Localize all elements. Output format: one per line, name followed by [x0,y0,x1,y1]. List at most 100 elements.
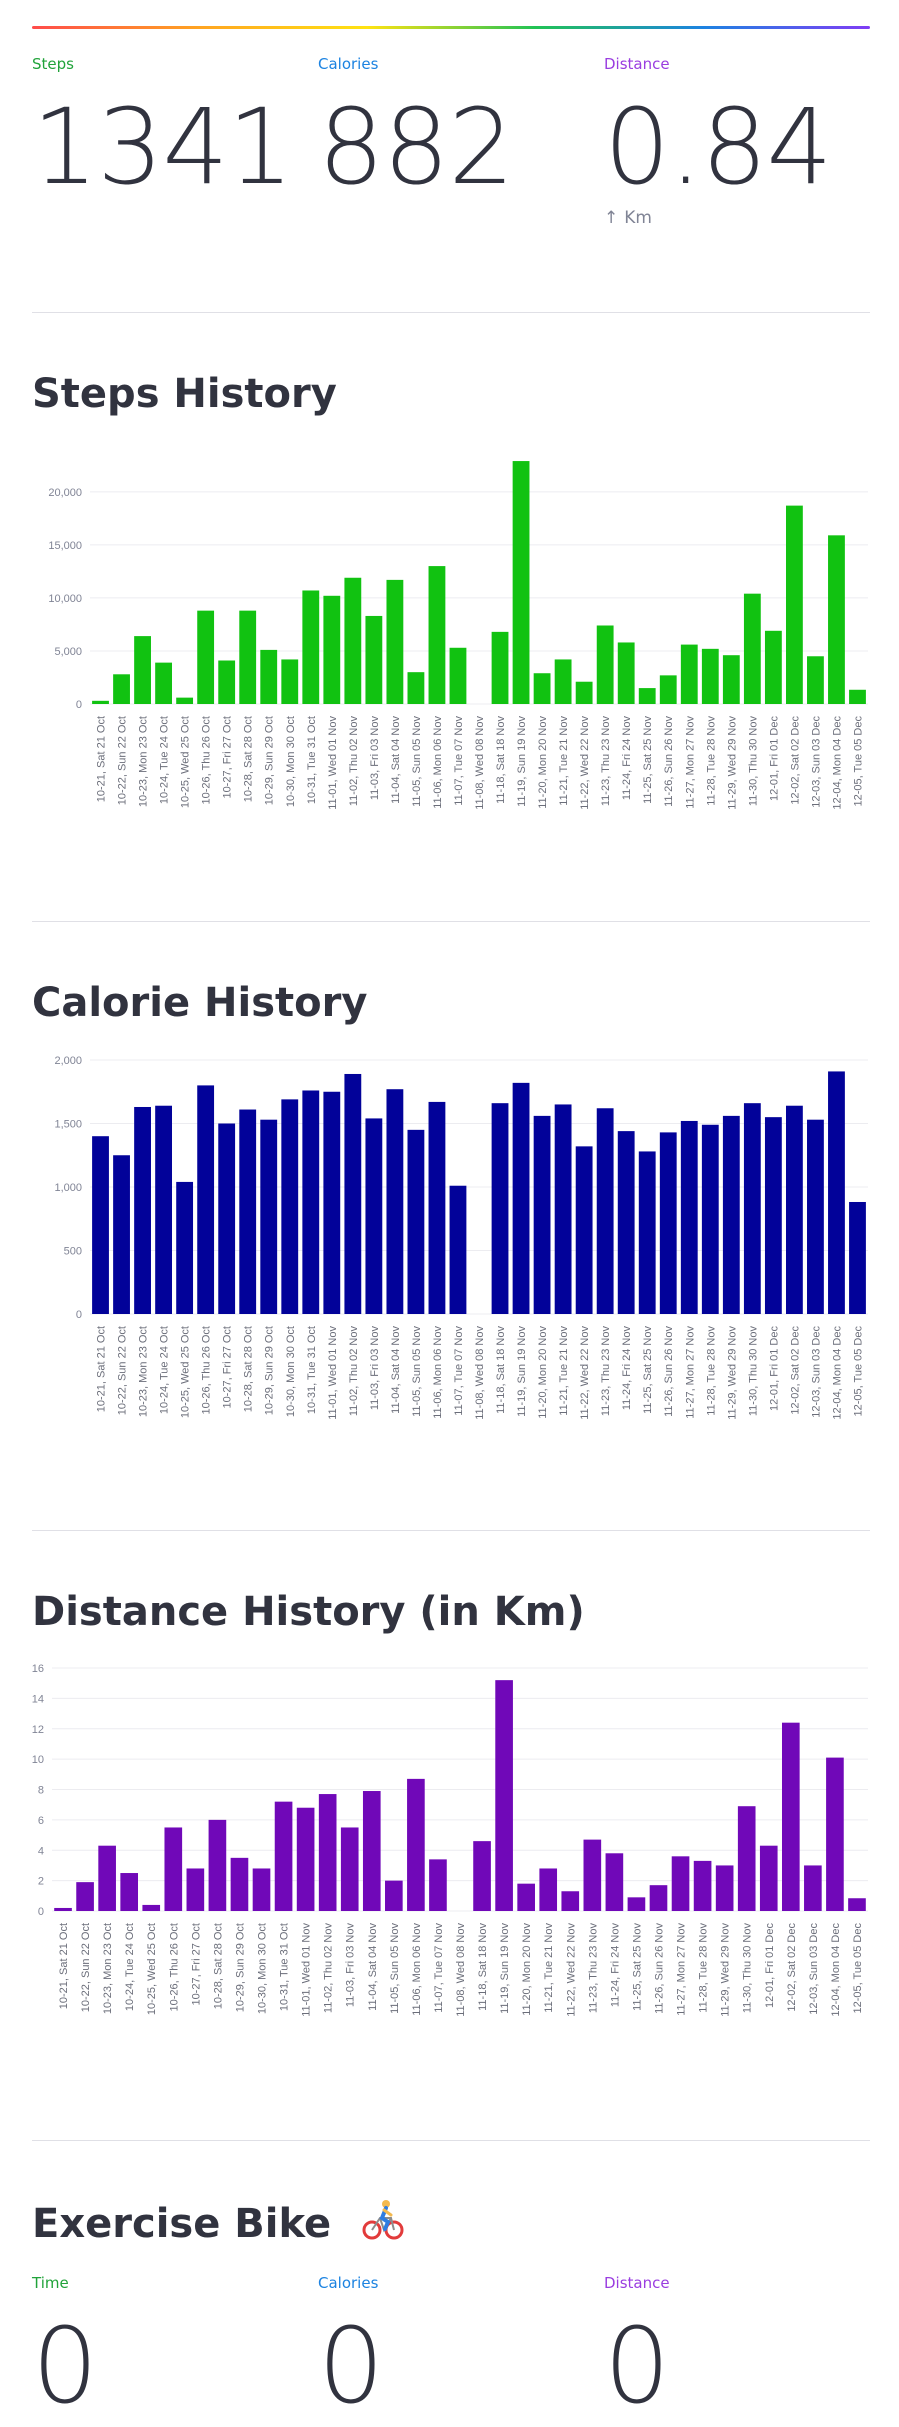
distance-bar[interactable] [848,1898,866,1911]
calorie-bar[interactable] [659,1132,677,1314]
distance-bar[interactable] [781,1722,800,1911]
steps-bar[interactable] [659,675,677,704]
calorie-bar[interactable] [807,1119,824,1314]
calorie-bar[interactable] [491,1103,509,1314]
calorie-bar[interactable] [365,1118,383,1314]
distance-bar[interactable] [737,1806,756,1911]
calorie-bar[interactable] [302,1090,320,1314]
distance-bar[interactable] [142,1904,161,1911]
steps-bar[interactable] [218,660,236,704]
calorie-bar[interactable] [743,1103,761,1314]
steps-bar[interactable] [849,689,866,704]
steps-bar[interactable] [302,590,320,704]
steps-bar[interactable] [680,644,698,704]
distance-bar[interactable] [804,1865,822,1911]
distance-bar[interactable] [759,1845,778,1911]
steps-bar[interactable] [92,700,109,704]
distance-bar[interactable] [385,1880,403,1911]
calorie-bar[interactable] [176,1181,194,1314]
distance-bar[interactable] [76,1882,94,1911]
steps-bar[interactable] [512,461,530,704]
steps-bar[interactable] [113,674,130,704]
calorie-bar[interactable] [785,1105,803,1314]
distance-bar[interactable] [54,1907,72,1911]
calorie-bar[interactable] [323,1091,341,1314]
distance-bar[interactable] [362,1791,381,1911]
steps-bar[interactable] [176,697,194,704]
calorie-bar[interactable] [407,1129,425,1314]
distance-bar[interactable] [230,1857,249,1911]
calorie-bar[interactable] [449,1185,467,1314]
distance-bar[interactable] [826,1757,844,1911]
steps-bar[interactable] [617,642,635,704]
calorie-bar[interactable] [113,1155,130,1314]
steps-bar[interactable] [134,636,151,704]
calorie-bar[interactable] [828,1071,845,1314]
distance-bar[interactable] [429,1859,447,1911]
calorie-bar[interactable] [680,1120,698,1314]
distance-bar[interactable] [208,1819,227,1911]
steps-bar[interactable] [807,656,824,704]
calorie-bar[interactable] [575,1146,593,1314]
calorie-bar[interactable] [134,1106,151,1314]
distance-bar[interactable] [407,1778,425,1911]
steps-bar[interactable] [785,505,803,704]
distance-bar[interactable] [627,1897,646,1911]
distance-bar[interactable] [120,1873,139,1911]
calorie-bar[interactable] [218,1123,236,1315]
distance-bar[interactable] [561,1891,580,1911]
distance-bar[interactable] [605,1853,624,1911]
distance-bar[interactable] [539,1868,558,1911]
calorie-bar[interactable] [849,1201,866,1314]
distance-bar[interactable] [340,1827,359,1911]
steps-bar[interactable] [638,688,656,704]
steps-bar[interactable] [386,579,404,704]
steps-bar[interactable] [155,662,173,704]
calorie-bar[interactable] [428,1101,446,1314]
calorie-bar[interactable] [596,1108,614,1314]
steps-bar[interactable] [407,672,425,704]
distance-bar[interactable] [473,1841,491,1911]
calorie-bar[interactable] [764,1117,782,1314]
calorie-bar[interactable] [638,1151,656,1314]
calorie-bar[interactable] [554,1104,572,1314]
calorie-bar[interactable] [533,1115,551,1314]
steps-bar[interactable] [743,593,761,704]
calorie-bar[interactable] [197,1085,215,1314]
distance-bar[interactable] [517,1883,535,1911]
distance-bar[interactable] [495,1680,513,1911]
calorie-bar[interactable] [344,1073,362,1314]
steps-bar[interactable] [575,681,593,704]
distance-bar[interactable] [693,1860,712,1911]
steps-bar[interactable] [722,655,740,704]
steps-bar[interactable] [554,659,572,704]
distance-bar[interactable] [649,1885,668,1911]
steps-bar[interactable] [323,595,341,704]
steps-bar[interactable] [260,649,278,704]
steps-bar[interactable] [197,610,215,704]
distance-bar[interactable] [318,1794,337,1911]
calorie-bar[interactable] [722,1115,740,1314]
steps-bar[interactable] [828,535,845,704]
calorie-bar[interactable] [386,1089,404,1314]
distance-bar[interactable] [671,1856,690,1911]
distance-bar[interactable] [164,1827,183,1911]
distance-bar[interactable] [252,1868,271,1911]
steps-bar[interactable] [449,647,467,704]
distance-bar[interactable] [98,1845,116,1911]
steps-bar[interactable] [764,630,782,704]
steps-bar[interactable] [596,625,614,704]
distance-bar[interactable] [583,1839,602,1911]
steps-bar[interactable] [365,615,383,704]
steps-bar[interactable] [533,673,551,704]
distance-bar[interactable] [186,1868,205,1911]
steps-bar[interactable] [344,577,362,704]
distance-bar[interactable] [274,1801,293,1911]
calorie-bar[interactable] [281,1099,299,1314]
distance-bar[interactable] [296,1807,315,1911]
calorie-bar[interactable] [92,1136,109,1314]
steps-bar[interactable] [701,648,719,704]
distance-bar[interactable] [715,1865,734,1911]
calorie-bar[interactable] [239,1109,257,1314]
steps-bar[interactable] [239,610,257,704]
